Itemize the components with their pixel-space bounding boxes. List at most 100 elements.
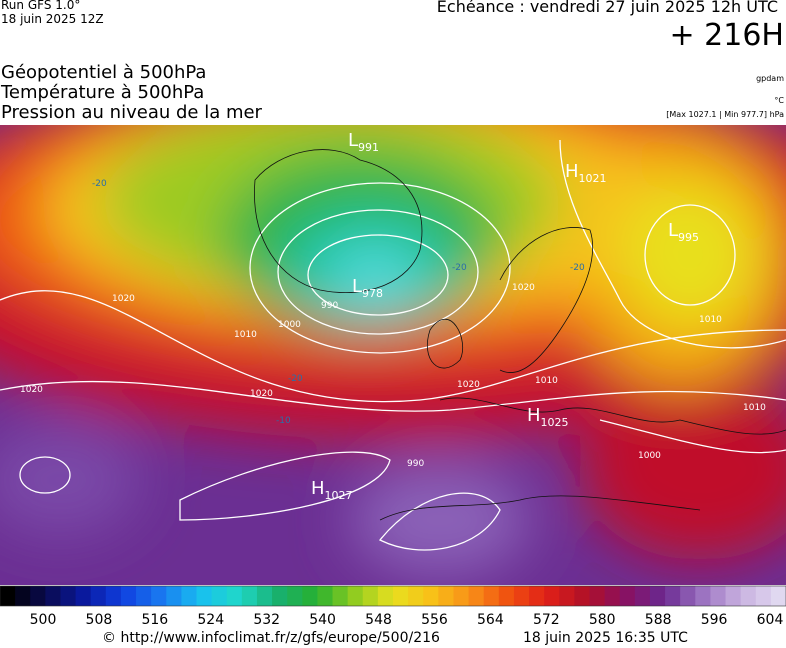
isobar-label: 1020 bbox=[512, 283, 535, 293]
unit: gpdam bbox=[756, 74, 784, 83]
temperature-label: -10 bbox=[276, 416, 291, 426]
colorbar-cell bbox=[166, 586, 182, 606]
center-value: 995 bbox=[678, 231, 699, 244]
colorbar-tick-label: 532 bbox=[253, 612, 280, 628]
center-letter: L bbox=[348, 130, 358, 151]
colorbar-cell bbox=[196, 586, 213, 606]
isobar-label: 1010 bbox=[535, 376, 558, 386]
temperature-label: -20 bbox=[288, 374, 303, 384]
colorbar-cell bbox=[377, 586, 394, 606]
colorbar-cell bbox=[105, 586, 122, 606]
colorbar-cell bbox=[529, 586, 545, 606]
colorbar-cell bbox=[649, 586, 666, 606]
colorbar-cell bbox=[423, 586, 439, 606]
colorbar-cell bbox=[151, 586, 167, 606]
colorbar-cell bbox=[347, 586, 364, 606]
center-letter: L bbox=[668, 220, 678, 241]
field bbox=[0, 125, 786, 585]
colorbar-tick-label: 516 bbox=[141, 612, 168, 628]
colorbar-cell bbox=[302, 586, 318, 606]
colorbar-cell bbox=[619, 586, 636, 606]
title-line: Température à 500hPa bbox=[1, 82, 205, 103]
colorbar-cell bbox=[408, 586, 424, 606]
colorbar-cell bbox=[15, 586, 31, 606]
colorbar-cell bbox=[574, 586, 590, 606]
isobar-label: 1010 bbox=[743, 403, 766, 413]
isobar-label: 1020 bbox=[457, 380, 480, 390]
colorbar-cell bbox=[256, 586, 273, 606]
colorbar-cell bbox=[453, 586, 470, 606]
colorbar-cell bbox=[740, 586, 757, 606]
colorbar-cell bbox=[755, 586, 772, 606]
center-value: 1021 bbox=[579, 172, 607, 185]
colorbar-frame bbox=[0, 585, 786, 607]
colorbar-cell bbox=[483, 586, 500, 606]
isobar-label: 990 bbox=[321, 301, 338, 311]
isobar-label: 1000 bbox=[638, 451, 661, 461]
unit: [Max 1027.1 | Min 977.7] hPa bbox=[666, 110, 784, 119]
colorbar-cell bbox=[695, 586, 711, 606]
pressure-center: H1027 bbox=[311, 478, 353, 502]
title-line: Pression au niveau de la mer bbox=[1, 102, 262, 123]
colorbar-cell bbox=[30, 586, 46, 606]
isobar-label: 1020 bbox=[250, 389, 273, 399]
center-value: 978 bbox=[362, 287, 383, 300]
colorbar-cell bbox=[589, 586, 606, 606]
isobars bbox=[0, 139, 786, 551]
pressure-center: H1021 bbox=[565, 161, 607, 185]
temperature-label: -20 bbox=[452, 263, 467, 273]
colorbar-cell bbox=[90, 586, 107, 606]
temperature-label: -20 bbox=[570, 263, 585, 273]
colorbar-cell bbox=[604, 586, 621, 606]
colorbar-cell bbox=[332, 586, 349, 606]
colorbar-cell bbox=[559, 586, 575, 606]
colorbar-tick-label: 596 bbox=[701, 612, 728, 628]
colorbar-tick-label: 540 bbox=[309, 612, 336, 628]
forecast-time: Echéance : vendredi 27 juin 2025 12h UTC bbox=[436, 0, 778, 16]
colorbar-cell bbox=[272, 586, 288, 606]
colorbar-tick-label: 548 bbox=[365, 612, 392, 628]
colorbar-tick-label: 508 bbox=[86, 612, 113, 628]
colorbar-cell bbox=[710, 586, 727, 606]
colorbar-tick-label: 580 bbox=[589, 612, 616, 628]
isobar-label: 1010 bbox=[699, 315, 722, 325]
run: Run GFS 1.0° bbox=[1, 0, 81, 12]
colorbar-tick-label: 588 bbox=[645, 612, 672, 628]
pressure-center: H1025 bbox=[527, 405, 569, 429]
colorbar-cell bbox=[725, 586, 742, 606]
colorbar-tick-label: 524 bbox=[197, 612, 224, 628]
colorbar-tick-label: 572 bbox=[533, 612, 560, 628]
colorbar-cell bbox=[75, 586, 92, 606]
run-date: 18 juin 2025 12Z bbox=[1, 12, 104, 26]
colorbar-cell bbox=[498, 586, 515, 606]
colorbar-cell bbox=[438, 586, 454, 606]
colorbar-cell bbox=[120, 586, 137, 606]
generated: 18 juin 2025 16:35 UTC bbox=[523, 630, 688, 646]
center-value: 1027 bbox=[325, 489, 353, 502]
source: © http://www.infoclimat.fr/z/gfs/europe/… bbox=[102, 630, 440, 646]
isobar-label: 1020 bbox=[20, 385, 43, 395]
colorbar-cell bbox=[60, 586, 77, 606]
pressure-center: L978 bbox=[352, 276, 383, 300]
colorbar-cell bbox=[393, 586, 409, 606]
colorbar-cell bbox=[468, 586, 485, 606]
colorbar-tick-label: 556 bbox=[421, 612, 448, 628]
colorbar-cell bbox=[680, 586, 696, 606]
isobar-label: 1010 bbox=[234, 330, 257, 340]
colorbar-cell bbox=[181, 586, 197, 606]
center-value: 991 bbox=[358, 141, 379, 154]
title-line: Géopotentiel à 500hPa bbox=[1, 62, 207, 83]
pressure-center: L995 bbox=[668, 220, 699, 244]
colorbar-cell bbox=[770, 586, 786, 606]
colorbar-cell bbox=[513, 586, 530, 606]
colorbar-cell bbox=[45, 586, 61, 606]
center-letter: H bbox=[527, 405, 541, 426]
colorbar-cell bbox=[136, 586, 152, 606]
colorbar-tick-label: 500 bbox=[30, 612, 57, 628]
colorbar-cell bbox=[0, 586, 16, 606]
temperature-label: -20 bbox=[92, 179, 107, 189]
center-letter: L bbox=[352, 276, 362, 297]
colorbar-cell bbox=[317, 586, 334, 606]
